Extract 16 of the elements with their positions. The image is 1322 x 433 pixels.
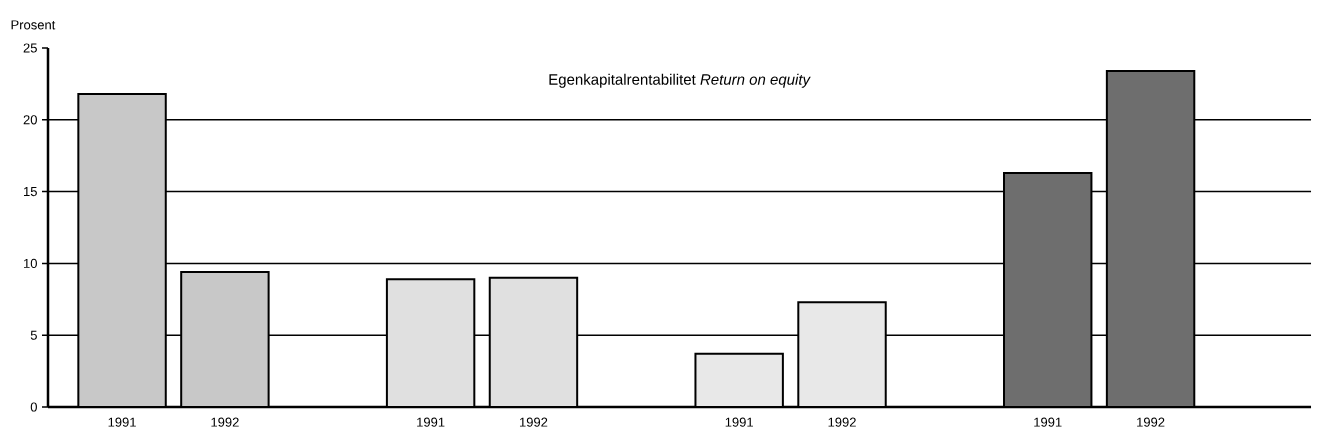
text: Egenkapitalrentabilitet Return on equity xyxy=(549,73,811,88)
x-tick-label: 1991 xyxy=(108,417,136,427)
y-tick-label: 25 xyxy=(23,43,37,53)
y-tick-label: 10 xyxy=(23,258,37,268)
y-tick-label: 15 xyxy=(23,187,37,197)
x-tick-label: 1992 xyxy=(519,417,548,427)
x-tick-label: 1992 xyxy=(1137,417,1165,427)
x-tick-label: 1992 xyxy=(211,417,239,427)
y-tick-label: 0 xyxy=(30,402,37,412)
y-tick-label: 20 xyxy=(23,115,37,125)
x-tick-label: 1991 xyxy=(725,417,753,427)
x-tick-label: 1992 xyxy=(828,417,856,427)
y-tick-label: 5 xyxy=(30,330,37,340)
y-axis-title: Prosent xyxy=(11,20,56,30)
x-tick-label: 1991 xyxy=(1034,417,1062,427)
x-tick-label: 1991 xyxy=(417,417,445,427)
